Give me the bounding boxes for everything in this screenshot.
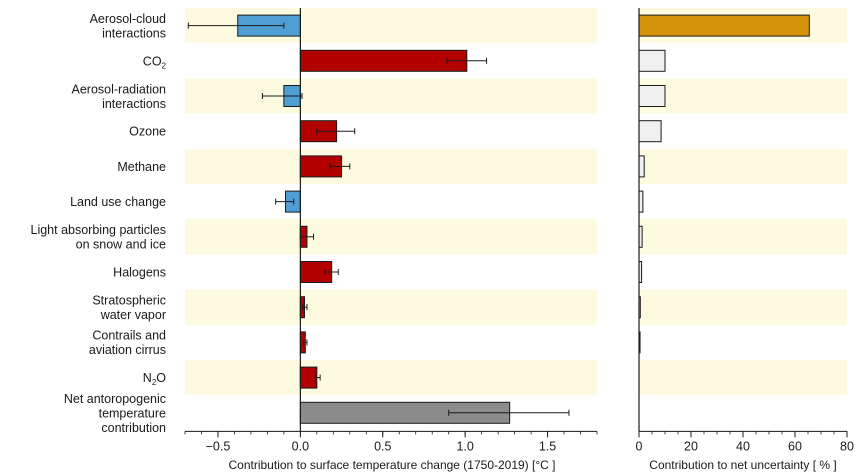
category-label-line: temperature [99,406,166,420]
category-label: Stratospheric water vapor [92,293,166,322]
left-x-axis-title: Contribution to surface temperature chan… [229,458,556,472]
right-row-band [639,148,847,184]
right-row-band [639,78,847,114]
category-label-line: Land use change [70,195,166,209]
tick-label: 20 [684,439,698,453]
category-label-line: aviation cirrus [89,343,166,357]
tick-label: 1.5 [539,439,556,453]
tick-label: −0.5 [206,439,231,453]
bar [638,85,666,107]
category-label-line: N2O [143,371,166,387]
category-label-line: Stratospheric [92,293,166,307]
left-row-band [185,219,597,255]
left-row-band [185,289,597,325]
row-bands [185,8,847,396]
category-label: Halogens [113,266,166,280]
tick-label: 60 [788,439,802,453]
temperature-contribution-chart: −0.5 0.0 0.5 1.0 1.5 [184,8,598,453]
tick-label: 1.0 [456,439,473,453]
right-row-band [639,219,847,255]
category-label-line: Methane [117,160,166,174]
tick-label: 80 [840,439,854,453]
bar [638,49,666,72]
category-label-line: Contrails and [92,329,166,343]
category-label-line: Ozone [129,125,166,139]
category-label-line: on snow and ice [76,238,166,252]
bar [638,14,810,37]
category-label-line: Halogens [113,266,166,280]
category-label-line: interactions [102,26,166,40]
tick-label: 40 [736,439,750,453]
category-label: N2O [143,371,166,387]
left-row-band [185,360,597,396]
tick-label: 0.0 [292,439,309,453]
category-label: Methane [117,160,166,174]
category-label: Light absorbing particles on snow and ice [31,223,167,252]
category-label-line: interactions [102,97,166,111]
bar [638,155,645,178]
bar [638,120,662,143]
right-x-axis-title: Contribution to net uncertainty [ % ] [649,458,836,472]
category-label: Aerosol-cloud interactions [90,12,166,40]
category-label: Ozone [129,125,166,139]
right-row-band [639,360,847,396]
category-labels: Aerosol-cloud interactionsCO2Aerosol-radi… [31,12,167,435]
tick-label: 0.5 [374,439,391,453]
category-label: Aerosol-radiation interactions [72,82,167,111]
right-row-band [639,289,847,325]
category-label: Land use change [70,195,166,209]
category-label-line: Aerosol-cloud [90,12,166,26]
category-label-line: Net antoropogenic [64,392,166,406]
category-label: Net antoropogenic temperature contribution [64,392,166,435]
category-label-line: contribution [101,421,166,435]
bar [299,366,318,389]
uncertainty-contribution-chart: 0 20 40 60 80 [636,8,854,453]
category-label: Contrails and aviation cirrus [89,329,166,358]
category-label: CO2 [143,54,167,70]
left-row-band [185,78,597,114]
tick-label: 0 [636,439,643,453]
category-label-line: Aerosol-radiation [72,82,167,96]
category-label-line: water vapor [100,308,166,322]
category-label-line: Light absorbing particles [31,223,167,237]
category-label-line: CO2 [143,54,167,70]
bar [299,49,468,72]
left-row-band [185,148,597,184]
